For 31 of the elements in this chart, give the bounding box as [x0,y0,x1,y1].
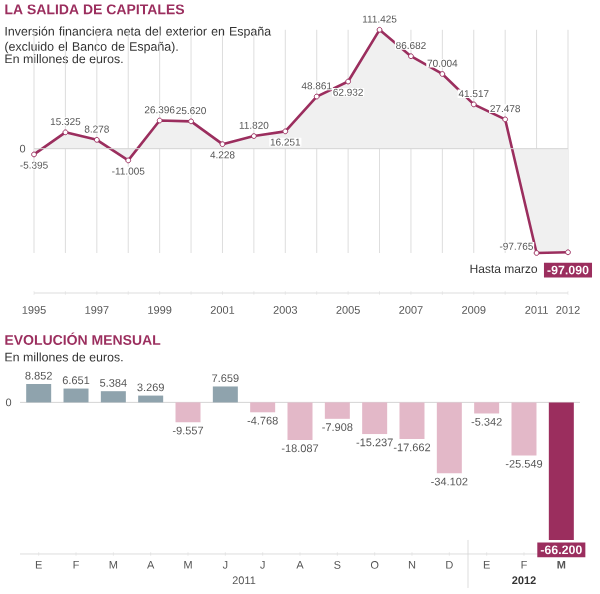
point [219,141,226,148]
point [565,249,571,256]
bar [436,402,462,474]
bar [250,402,276,413]
point [156,117,163,124]
point [408,53,414,60]
bar [287,402,313,440]
bar [100,391,126,403]
point [376,26,383,33]
point [533,250,540,256]
point [62,129,69,136]
point [345,78,352,85]
bar [362,402,388,435]
point [31,151,37,158]
bar [26,383,52,403]
point [313,93,320,100]
point [250,133,257,139]
bar [63,388,89,403]
point [93,136,100,143]
point [502,116,509,123]
point [439,71,446,77]
point [470,101,477,108]
bar [399,402,425,440]
bar [175,402,201,423]
point [188,118,194,125]
bar [324,402,350,419]
bar [474,402,500,414]
bar [212,386,238,403]
bar [511,402,537,456]
point [125,157,132,164]
point [282,128,289,135]
